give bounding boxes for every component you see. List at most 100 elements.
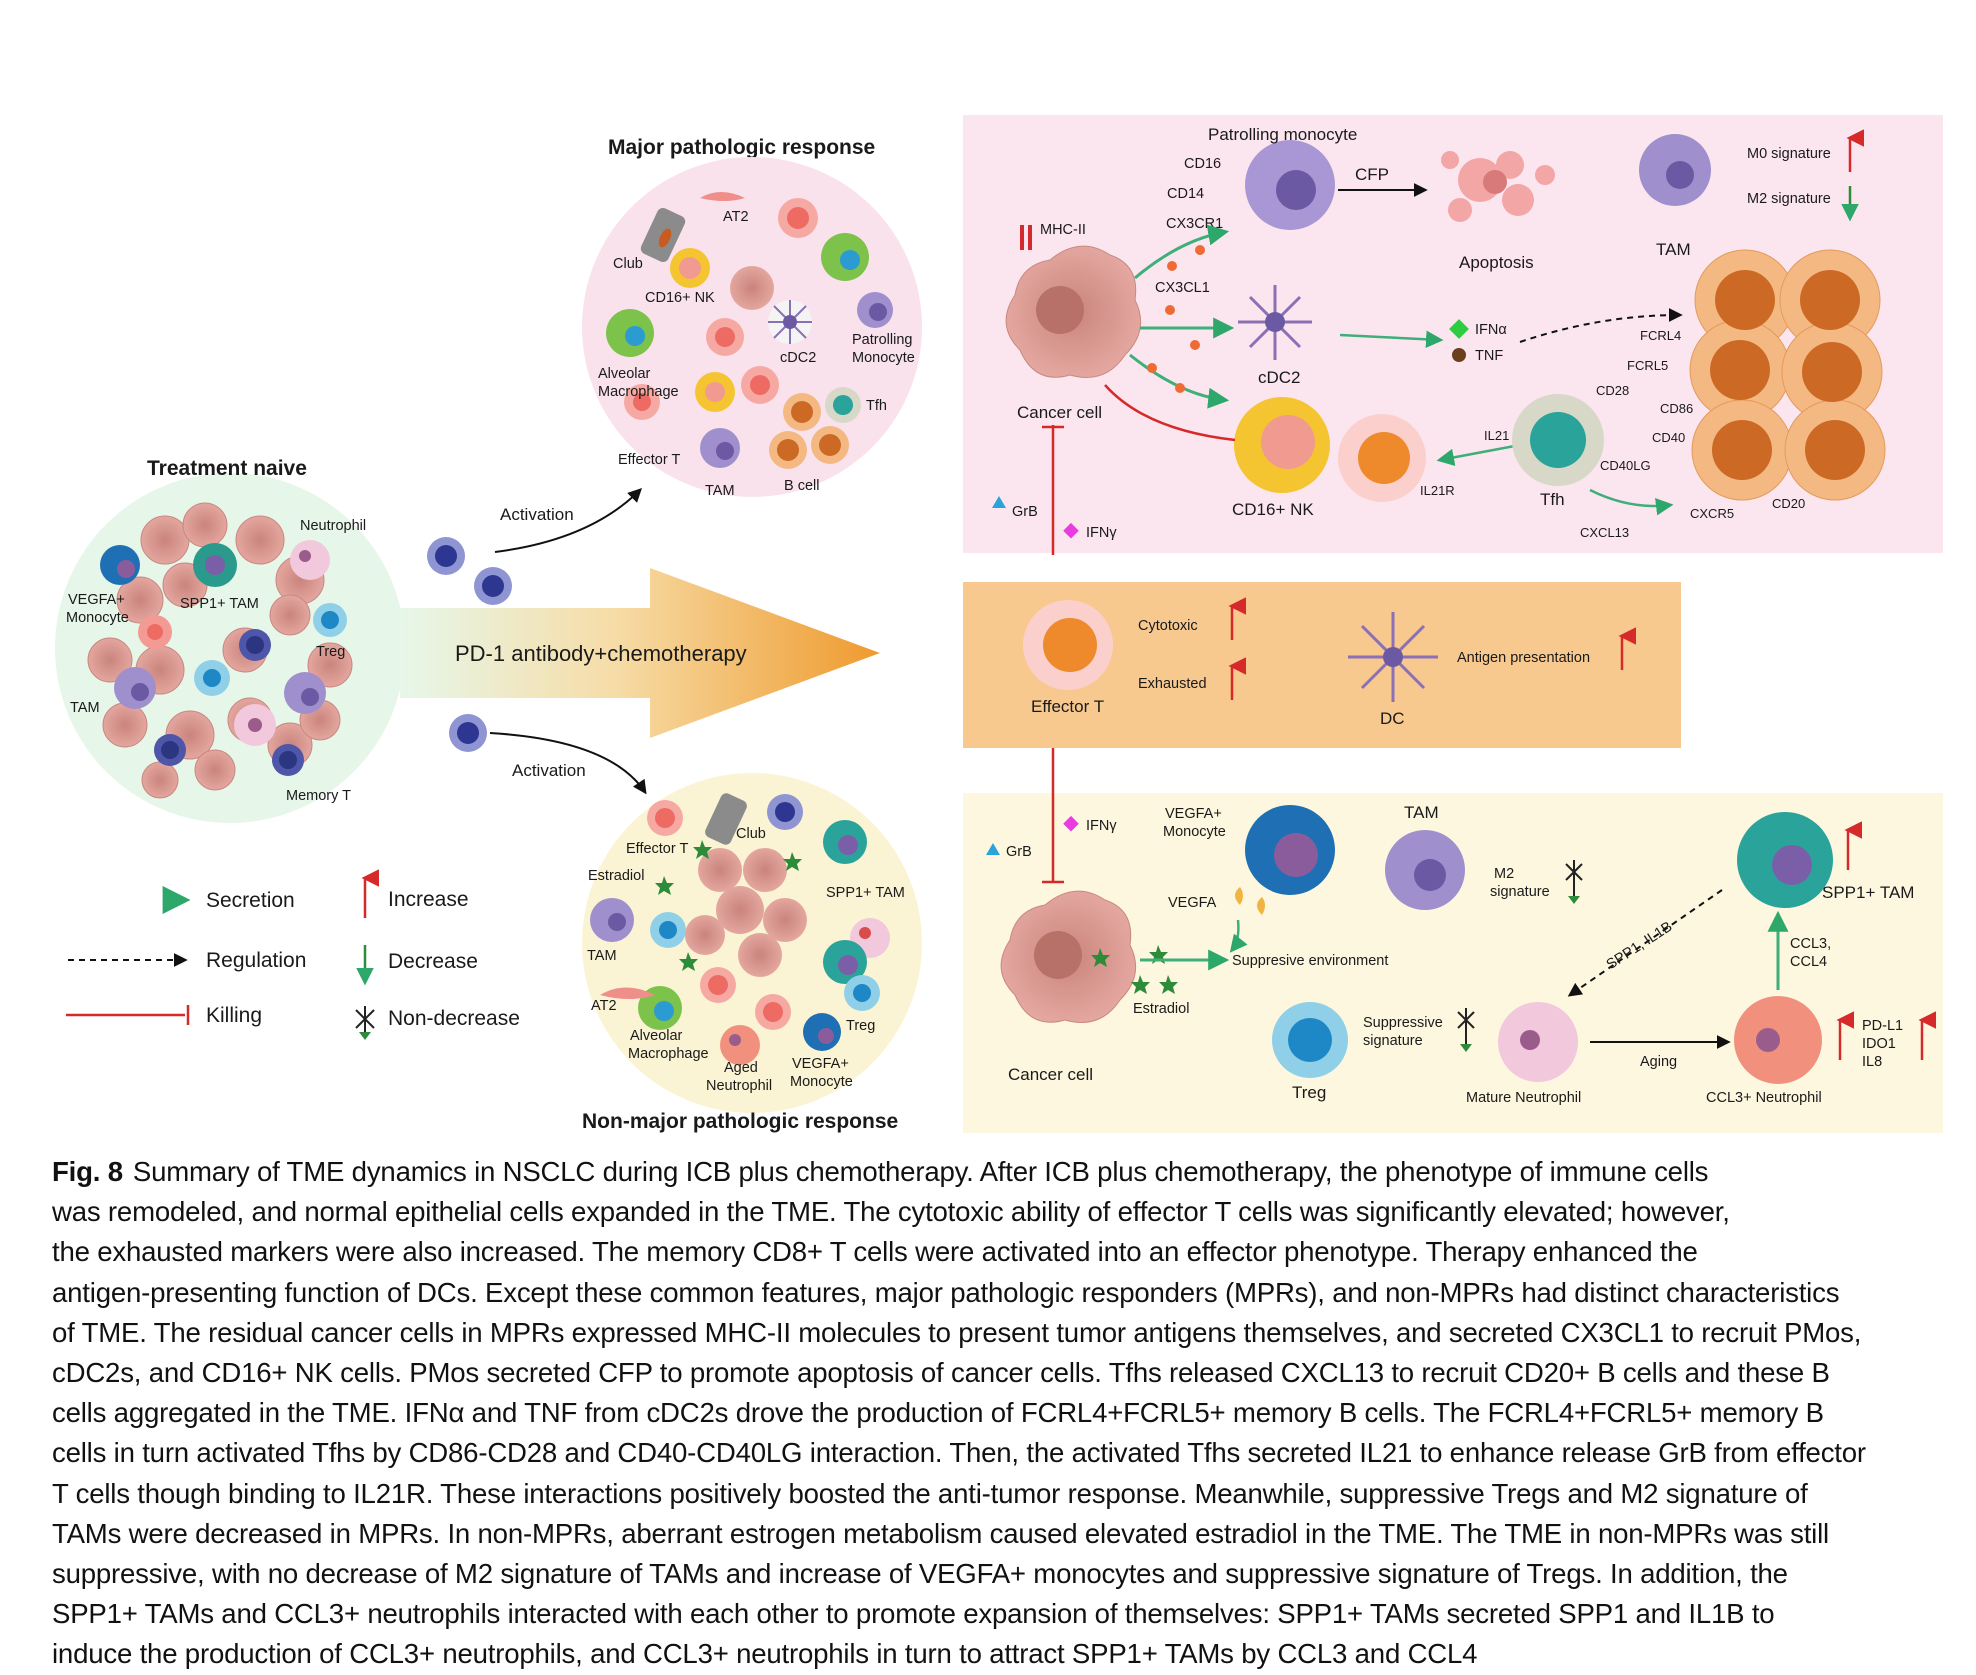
nmpr-label-aged-2: Neutrophil [706, 1078, 772, 1094]
caption-line: TAMs were decreased in MPRs. In non-MPRs… [52, 1517, 1829, 1549]
label-tam: TAM [70, 700, 100, 716]
nmpr-supp-sig-1: Suppressive [1363, 1015, 1443, 1031]
mpr-title: Major pathologic response [608, 136, 875, 159]
caption-line: cDC2s, and CD16+ NK cells. PMos secreted… [52, 1357, 1830, 1389]
mpr-il21: IL21 [1484, 428, 1509, 443]
band-antigen: Antigen presentation [1457, 650, 1590, 666]
activation-arrow-bottom [489, 732, 647, 795]
legend-non-decrease-icon [355, 1006, 375, 1036]
nmpr-estradiol: Estradiol [1133, 1001, 1189, 1017]
caption-line: cells aggregated in the TME. IFNα and TN… [52, 1397, 1824, 1429]
memory-t-cells [427, 537, 512, 752]
caption-line: antigen-presenting function of DCs. Exce… [52, 1276, 1840, 1308]
legend-decrease: Decrease [388, 950, 478, 973]
nmpr-ccl3-1: CCL3, [1790, 936, 1831, 952]
mpr-circle: Major pathologic response AT2 Club CD16+… [582, 136, 922, 499]
mpr-ifng: IFNγ [1086, 525, 1117, 541]
nmpr-ccl3-2: CCL4 [1790, 954, 1827, 970]
nmpr-label-vegfa-1: VEGFA+ [792, 1056, 849, 1072]
mpr-fcrl5: FCRL5 [1627, 358, 1668, 373]
mpr-tnf: TNF [1475, 348, 1503, 364]
mpr-box: Patrolling monocyte CD16 CD14 CX3CR1 CFP… [963, 115, 1943, 555]
legend-increase: Increase [388, 888, 469, 911]
immune-cells-naive [100, 540, 347, 776]
mpr-label-patrolling-1: Patrolling [852, 332, 912, 348]
mpr-patrolling-monocyte: Patrolling monocyte [1208, 125, 1357, 144]
nmpr-label-at2: AT2 [591, 998, 617, 1014]
nmpr-tam: TAM [1404, 803, 1439, 822]
mpr-label-effector-t: Effector T [618, 452, 680, 468]
treatment-naive-panel: Treatment naive Neutrophil VEGFA+ Monocy… [55, 457, 405, 823]
nmpr-label-spp1-tam: SPP1+ TAM [826, 885, 905, 901]
mpr-cd14: CD14 [1167, 186, 1204, 202]
nmpr-label-vegfa-2: Monocyte [790, 1074, 853, 1090]
mpr-m2-signature: M2 signature [1747, 191, 1831, 207]
legend: Secretion Regulation Killing Increase De… [66, 869, 520, 1040]
mpr-cd40lg: CD40LG [1600, 458, 1651, 473]
nmpr-treg: Treg [1292, 1083, 1326, 1102]
nmpr-label-club: Club [736, 826, 766, 842]
nmpr-label-effector-t: Effector T [626, 841, 688, 857]
mpr-label-alveolar-1: Alveolar [598, 366, 651, 382]
mpr-cxcr5: CXCR5 [1690, 506, 1734, 521]
label-vegfa-monocyte-2: Monocyte [66, 610, 129, 626]
label-treg: Treg [316, 644, 345, 660]
mpr-label-bcell: B cell [784, 478, 819, 494]
caption-line: was remodeled, and normal epithelial cel… [52, 1196, 1730, 1228]
common-band: Effector T Cytotoxic Exhausted DC Antige… [963, 582, 1681, 748]
treatment-naive-title: Treatment naive [147, 457, 307, 480]
mpr-label-at2: AT2 [723, 209, 749, 225]
caption-line: cells in turn activated Tfhs by CD86-CD2… [52, 1437, 1866, 1469]
mpr-label-tam: TAM [705, 483, 735, 499]
mpr-cdc2: cDC2 [1258, 368, 1301, 387]
mpr-tam: TAM [1656, 240, 1691, 259]
band-effector-t: Effector T [1031, 697, 1104, 716]
nmpr-pdl1: PD-L1 [1862, 1018, 1903, 1034]
legend-killing: Killing [206, 1004, 262, 1027]
mpr-mhc2: MHC-II [1040, 222, 1086, 238]
nmpr-supp-sig-2: signature [1363, 1033, 1423, 1049]
nmpr-box: IFNγ GrB Cancer cell Estradiol Suppresiv… [963, 748, 1943, 1133]
caption-line: induce the production of CCL3+ neutrophi… [52, 1638, 1478, 1670]
summary-figure: Treatment naive Neutrophil VEGFA+ Monocy… [55, 115, 1943, 1133]
mpr-cd16: CD16 [1184, 156, 1221, 172]
activation-label-bottom: Activation [512, 761, 586, 780]
mpr-label-cd16nk: CD16+ NK [645, 290, 715, 306]
nmpr-m2-2: signature [1490, 884, 1550, 900]
label-memory-t: Memory T [286, 788, 351, 804]
nmpr-vegfa-mono-1: VEGFA+ [1165, 806, 1222, 822]
caption-line: SPP1+ TAMs and CCL3+ neutrophils interac… [52, 1598, 1775, 1630]
nmpr-title: Non-major pathologic response [582, 1110, 898, 1133]
mpr-m0-signature: M0 signature [1747, 146, 1831, 162]
nmpr-label-alveolar-1: Alveolar [630, 1028, 683, 1044]
mpr-cx3cr1: CX3CR1 [1166, 216, 1223, 232]
nmpr-cancer-cell: Cancer cell [1008, 1065, 1093, 1084]
mpr-cxcl13: CXCL13 [1580, 525, 1629, 540]
mpr-fcrl4: FCRL4 [1640, 328, 1681, 343]
mpr-cfp: CFP [1355, 165, 1389, 184]
label-vegfa-monocyte-1: VEGFA+ [68, 592, 125, 608]
mpr-grb: GrB [1012, 504, 1038, 520]
nmpr-mature-neutrophil: Mature Neutrophil [1466, 1090, 1581, 1106]
nmpr-aging: Aging [1640, 1054, 1677, 1070]
nmpr-label-tam: TAM [587, 948, 617, 964]
nmpr-ifng: IFNγ [1086, 818, 1117, 834]
therapy-arrow [400, 568, 880, 738]
band-exhausted: Exhausted [1138, 676, 1207, 692]
caption-line: Summary of TME dynamics in NSCLC during … [132, 1156, 1709, 1187]
nmpr-label-treg: Treg [846, 1018, 875, 1034]
nmpr-ido1: IDO1 [1862, 1036, 1896, 1052]
nmpr-suppressive-env: Suppresive environment [1232, 953, 1388, 969]
nmpr-vegfa: VEGFA [1168, 895, 1217, 911]
legend-secretion: Secretion [206, 889, 295, 912]
nmpr-vegfa-mono-2: Monocyte [1163, 824, 1226, 840]
mpr-label-cdc2: cDC2 [780, 350, 816, 366]
nmpr-label-alveolar-2: Macrophage [628, 1046, 709, 1062]
mpr-label-alveolar-2: Macrophage [598, 384, 679, 400]
nmpr-il8: IL8 [1862, 1054, 1882, 1070]
mpr-cx3cl1: CX3CL1 [1155, 280, 1210, 296]
legend-non-decrease: Non-decrease [388, 1007, 520, 1030]
band-cytotoxic: Cytotoxic [1138, 618, 1198, 634]
activation-arrow-top [494, 488, 642, 553]
mpr-cd28: CD28 [1596, 383, 1629, 398]
